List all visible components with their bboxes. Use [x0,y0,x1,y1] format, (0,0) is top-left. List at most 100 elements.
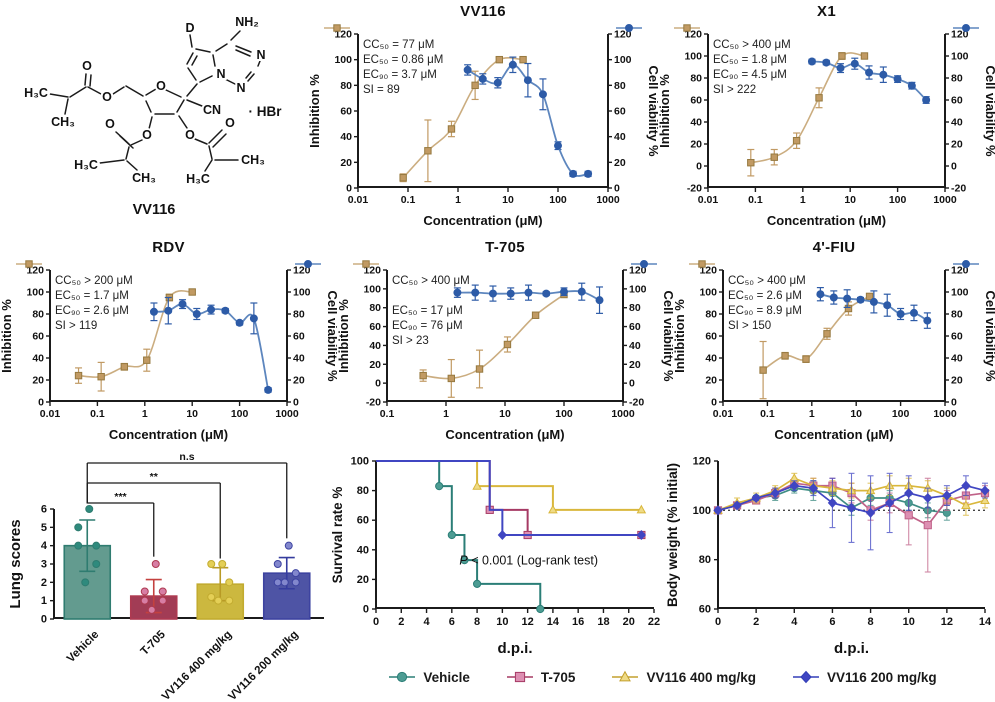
svg-text:SI > 222: SI > 222 [713,84,756,96]
svg-text:20: 20 [951,375,963,387]
svg-text:100: 100 [549,194,567,206]
svg-text:Inhibition %: Inhibition % [308,74,322,148]
atom-label: O [142,128,152,142]
svg-text:80: 80 [705,309,717,321]
svg-text:4: 4 [791,616,798,628]
inhibition-markers [399,55,527,182]
svg-text:16: 16 [572,616,584,628]
svg-text:60: 60 [340,106,352,118]
svg-text:10: 10 [499,408,511,420]
legend-label-vv116-200: VV116 200 mg/kg [827,669,937,685]
svg-text:100: 100 [693,505,711,517]
scatter-points-3 [273,541,300,587]
panel-body-weight: 60 80 100 120 0 2 4 6 8 10 12 14 d.p.i. Body weight (… [664,449,995,661]
atom-label: H₃C [74,158,98,172]
svg-text:40: 40 [951,353,963,365]
molecule-bonds [49,30,261,172]
panel-rdv-dose: RDV 0 0 20 20 40 40 60 60 80 80 100 100 120 120 0.01 0.… [0,238,337,448]
svg-text:1000: 1000 [933,194,957,206]
svg-text:Cell viability %: Cell viability % [325,290,337,381]
svg-text:0: 0 [293,397,299,409]
body-weight-chart: 60 80 100 120 0 2 4 6 8 10 12 14 d.p.i. Body weight (… [665,456,992,658]
t705-square-marker-icon [506,669,534,685]
axes [386,270,624,402]
svg-text:80: 80 [357,485,369,497]
axes [707,34,946,188]
svg-text:10: 10 [903,616,915,628]
svg-text:1: 1 [809,408,815,420]
svg-text:Cell viability %: Cell viability % [646,65,658,156]
svg-text:1000: 1000 [275,408,299,420]
panel-survival: 0 20 40 60 80 100 0 2 4 6 8 10 12 14 16 18 20 22 d.p.i. Sur… [330,449,668,661]
svg-text:60: 60 [629,321,641,333]
legend-label-vv116-400: VV116 400 mg/kg [646,669,757,685]
svg-text:1000: 1000 [611,408,635,420]
svg-text:4: 4 [41,540,48,552]
inhibition-markers [747,52,869,167]
svg-text:80: 80 [690,73,702,85]
svg-text:5: 5 [41,522,47,534]
svg-text:**: ** [150,471,159,483]
svg-text:Inhibition %: Inhibition % [0,299,14,373]
survival-markers-1 [485,505,646,540]
survival-markers-0 [435,482,545,614]
legend-label-t705: T-705 [540,669,576,685]
vv116-400-triangle-marker-icon [611,669,639,685]
svg-text:100: 100 [614,54,632,66]
panel-title-4fiu: 4'-FIU [812,239,856,256]
svg-text:20: 20 [951,139,963,151]
svg-text:40: 40 [369,340,381,352]
svg-text:Vehicle: Vehicle [65,629,102,666]
svg-text:Concentration (μM): Concentration (μM) [423,213,542,228]
svg-text:60: 60 [369,321,381,333]
svg-text:0.01: 0.01 [40,408,61,420]
survival-markers-2 [472,480,647,514]
atom-label: CN [203,103,221,117]
svg-text:Inhibition %: Inhibition % [658,74,672,148]
svg-text:-20: -20 [951,183,966,195]
svg-text:40: 40 [705,353,717,365]
svg-text:CC₅₀ = 77 μM: CC₅₀ = 77 μM [363,39,434,51]
svg-text:40: 40 [951,117,963,129]
svg-text:8: 8 [868,616,874,628]
panel-lung-scores: 0 1 2 3 4 5 6 Lung scores Vehicle T-705 VV116 400 … [6,447,328,700]
svg-text:0: 0 [629,378,635,390]
svg-text:100: 100 [555,408,573,420]
svg-text:40: 40 [32,353,44,365]
svg-text:20: 20 [629,359,641,371]
svg-text:10: 10 [186,408,198,420]
svg-text:Inhibition %: Inhibition % [673,299,687,373]
svg-text:0: 0 [951,161,957,173]
svg-text:20: 20 [293,375,305,387]
svg-text:14: 14 [979,616,992,628]
survival-series-3 [376,460,642,536]
svg-text:2: 2 [41,577,47,589]
svg-text:100: 100 [892,408,910,420]
svg-text:EC₉₀ = 76 μM: EC₉₀ = 76 μM [392,320,463,332]
svg-text:100: 100 [334,54,352,66]
svg-text:EC₉₀ = 8.9 μM: EC₉₀ = 8.9 μM [728,305,802,317]
vv116-200-diamond-marker-icon [792,669,820,685]
svg-text:CC₅₀ > 400 μM: CC₅₀ > 400 μM [713,39,791,51]
svg-text:0: 0 [711,397,717,409]
inhibition-markers [759,292,874,374]
svg-text:60: 60 [699,604,711,616]
svg-text:80: 80 [293,309,305,321]
svg-text:80: 80 [951,73,963,85]
svg-text:20: 20 [705,375,717,387]
svg-text:100: 100 [951,51,969,63]
svg-text:d.p.i.: d.p.i. [834,640,869,657]
svg-text:0: 0 [41,614,47,626]
svg-text:CC₅₀ > 400 μM: CC₅₀ > 400 μM [728,275,806,287]
svg-text:80: 80 [614,80,626,92]
svg-text:SI = 89: SI = 89 [363,84,400,96]
atom-label: D [185,21,194,35]
svg-text:20: 20 [369,359,381,371]
svg-text:1000: 1000 [596,194,620,206]
atom-label: NH₂ [235,15,259,29]
svg-text:60: 60 [951,95,963,107]
svg-text:0.1: 0.1 [748,194,763,206]
ticks [704,33,949,192]
